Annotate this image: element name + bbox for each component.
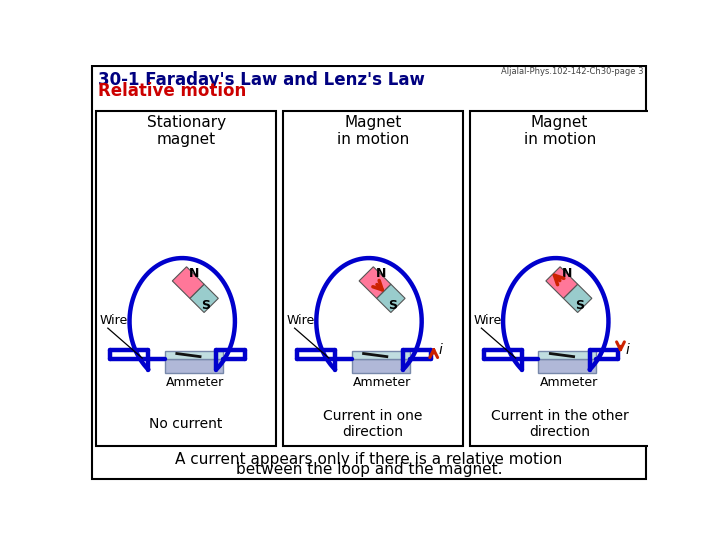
Text: i: i	[438, 343, 442, 357]
Text: Wire: Wire	[287, 314, 315, 327]
Polygon shape	[546, 267, 577, 298]
Text: No current: No current	[150, 417, 222, 431]
Text: S: S	[201, 300, 210, 313]
Text: Ammeter: Ammeter	[540, 376, 598, 389]
Text: Wire: Wire	[100, 314, 128, 327]
Text: Stationary
magnet: Stationary magnet	[147, 115, 225, 147]
Bar	[351, 359, 410, 373]
Text: S: S	[388, 300, 397, 313]
Text: N: N	[562, 267, 572, 280]
Text: Magnet
in motion: Magnet in motion	[337, 115, 409, 147]
Text: i: i	[625, 343, 629, 357]
Bar	[539, 351, 596, 359]
Bar	[165, 359, 223, 373]
Text: N: N	[376, 267, 386, 280]
Text: S: S	[575, 300, 584, 313]
Text: between the loop and the magnet.: between the loop and the magnet.	[235, 462, 503, 477]
Bar	[469, 111, 649, 446]
Text: Ammeter: Ammeter	[166, 376, 225, 389]
Text: Current in one
direction: Current in one direction	[323, 409, 423, 440]
Polygon shape	[377, 284, 405, 313]
Text: Relative motion: Relative motion	[98, 82, 246, 100]
Text: Magnet
in motion: Magnet in motion	[523, 115, 595, 147]
Bar	[165, 351, 223, 359]
Text: Aljalal-Phys.102-142-Ch30-page 3: Aljalal-Phys.102-142-Ch30-page 3	[501, 67, 644, 76]
Bar	[351, 351, 410, 359]
Polygon shape	[172, 267, 204, 298]
Text: A current appears only if there is a relative motion: A current appears only if there is a rel…	[176, 451, 562, 467]
Text: Wire: Wire	[474, 314, 502, 327]
Bar	[539, 359, 596, 373]
Bar	[96, 111, 276, 446]
Polygon shape	[563, 284, 592, 313]
Polygon shape	[359, 267, 391, 298]
Text: Ammeter: Ammeter	[353, 376, 411, 389]
Polygon shape	[190, 284, 218, 313]
Bar	[283, 111, 463, 446]
Text: 30-1 Faraday's Law and Lenz's Law: 30-1 Faraday's Law and Lenz's Law	[98, 71, 425, 89]
Text: Current in the other
direction: Current in the other direction	[491, 409, 629, 440]
Text: N: N	[189, 267, 199, 280]
